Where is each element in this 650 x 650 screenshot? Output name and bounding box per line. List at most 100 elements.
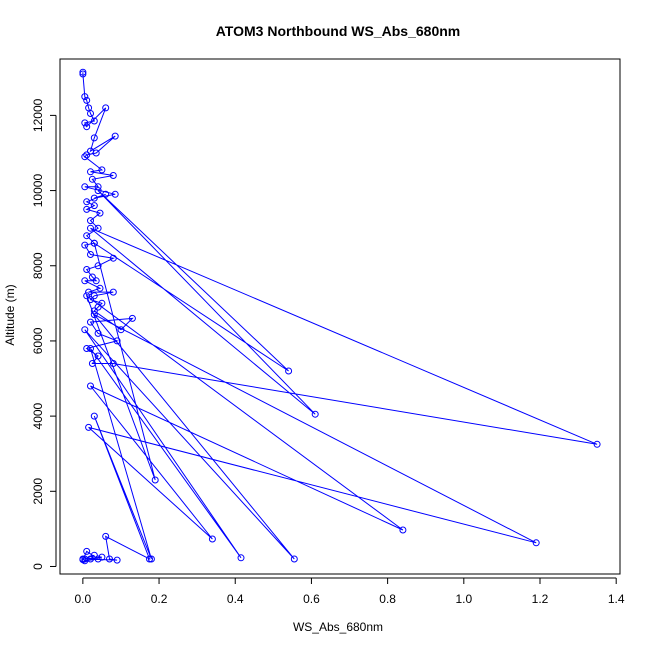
data-point <box>79 555 87 563</box>
data-point <box>87 296 94 304</box>
data-point <box>81 326 89 334</box>
y-axis: 0 2000 4000 6000 8000 10000 12000 <box>31 98 57 570</box>
series-line <box>81 72 598 562</box>
data-point <box>87 345 94 352</box>
data-point <box>88 175 96 183</box>
data-point <box>90 551 98 559</box>
data-point <box>117 326 125 334</box>
data-point <box>87 318 94 326</box>
x-axis-title: WS_Abs_680nm <box>293 620 383 634</box>
data-point <box>90 239 98 247</box>
y-tick-label: 2000 <box>31 478 45 505</box>
data-point <box>87 217 94 225</box>
y-tick-label: 6000 <box>31 327 45 354</box>
data-point <box>109 288 117 296</box>
data-point <box>83 232 91 240</box>
x-tick-label: 1.2 <box>532 592 549 606</box>
data-point <box>83 266 91 273</box>
y-axis-title: Altitude (m) <box>3 284 17 345</box>
data-point <box>96 209 104 217</box>
data-point <box>98 166 106 174</box>
y-tick-label: 10000 <box>31 174 45 208</box>
x-tick-label: 0.8 <box>379 592 396 606</box>
data-point <box>81 183 89 191</box>
data-point <box>83 151 91 159</box>
data-point <box>83 96 91 104</box>
data-point <box>94 183 102 191</box>
x-tick-label: 0.0 <box>75 592 92 606</box>
data-point <box>94 262 102 270</box>
x-axis: 0.0 0.2 0.4 0.6 0.8 1.0 1.2 1.4 <box>75 577 625 606</box>
data-point <box>113 337 121 345</box>
x-tick-label: 0.2 <box>151 592 168 606</box>
data-point <box>87 251 94 258</box>
data-point <box>94 352 102 360</box>
y-tick-label: 4000 <box>31 402 45 429</box>
data-point <box>593 440 601 448</box>
data-point <box>83 205 91 213</box>
data-point <box>102 190 110 198</box>
data-point <box>90 117 98 125</box>
y-tick-label: 0 <box>31 563 45 570</box>
y-tick-label: 12000 <box>31 98 45 132</box>
data-point <box>83 292 91 300</box>
data-point <box>83 547 91 555</box>
data-point <box>94 329 102 337</box>
x-tick-label: 0.6 <box>303 592 320 606</box>
x-tick-label: 0.4 <box>227 592 244 606</box>
data-point <box>87 110 94 117</box>
data-point <box>83 123 91 131</box>
data-point <box>90 307 98 315</box>
data-point <box>81 93 89 101</box>
data-point <box>109 254 117 262</box>
data-point <box>399 526 407 534</box>
data-point <box>79 70 87 78</box>
data-point <box>102 104 110 112</box>
x-tick-label: 1.4 <box>608 592 625 606</box>
data-point <box>147 555 155 563</box>
data-point <box>111 132 119 140</box>
data-point <box>85 288 93 296</box>
data-point <box>81 557 89 565</box>
data-point <box>87 168 94 176</box>
data-point <box>90 292 98 300</box>
data-point <box>128 314 136 322</box>
data-point <box>87 224 94 232</box>
data-point <box>109 172 117 179</box>
data-point <box>94 303 102 311</box>
data-point <box>285 367 293 375</box>
data-point <box>90 194 98 202</box>
data-point <box>94 224 102 232</box>
data-point <box>98 553 106 561</box>
data-point <box>113 556 121 564</box>
data-point <box>98 299 106 307</box>
x-tick-label: 1.0 <box>455 592 472 606</box>
data-point <box>102 532 110 540</box>
data-point <box>83 198 91 206</box>
data-point <box>151 476 159 484</box>
data-point <box>90 134 98 142</box>
data-point <box>81 241 89 249</box>
data-point <box>90 311 98 319</box>
data-point <box>83 345 91 352</box>
series-lines <box>81 72 598 562</box>
data-point <box>85 423 93 431</box>
data-point <box>237 554 245 562</box>
data-point <box>87 382 94 390</box>
data-point <box>92 277 100 285</box>
data-point <box>532 539 540 547</box>
chart-title: ATOM3 Northbound WS_Abs_680nm <box>216 23 461 39</box>
data-point <box>146 555 153 563</box>
data-point <box>88 360 96 367</box>
data-point <box>290 555 298 563</box>
data-point <box>311 410 319 418</box>
data-point <box>94 187 102 195</box>
data-point <box>90 202 98 210</box>
plot-frame <box>59 58 621 575</box>
data-point <box>90 412 98 420</box>
data-point <box>208 535 216 543</box>
data-point <box>88 273 96 281</box>
data-point <box>94 555 102 563</box>
